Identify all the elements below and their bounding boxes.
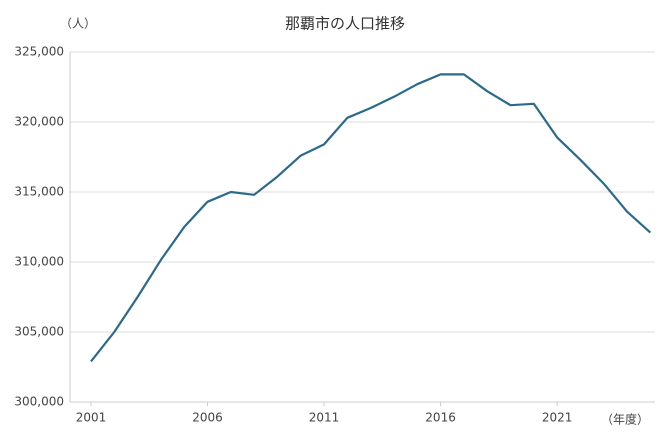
y-tick-label: 305,000 <box>14 325 64 339</box>
chart-title: 那覇市の人口推移 <box>285 15 405 33</box>
y-tick-label: 320,000 <box>14 115 64 129</box>
x-tick-label: 2011 <box>309 411 340 425</box>
x-tick-label: 2006 <box>192 411 223 425</box>
x-tick-label: 2001 <box>76 411 107 425</box>
x-tick-label: 2016 <box>425 411 456 425</box>
y-tick-label: 310,000 <box>14 255 64 269</box>
y-tick-label: 315,000 <box>14 185 64 199</box>
y-unit: （人） <box>60 17 96 31</box>
y-tick-label: 325,000 <box>14 45 64 59</box>
x-tick-label: 2021 <box>542 411 573 425</box>
line-series <box>90 73 652 363</box>
y-tick-label: 300,000 <box>14 395 64 409</box>
x-unit: （年度） <box>601 412 649 427</box>
